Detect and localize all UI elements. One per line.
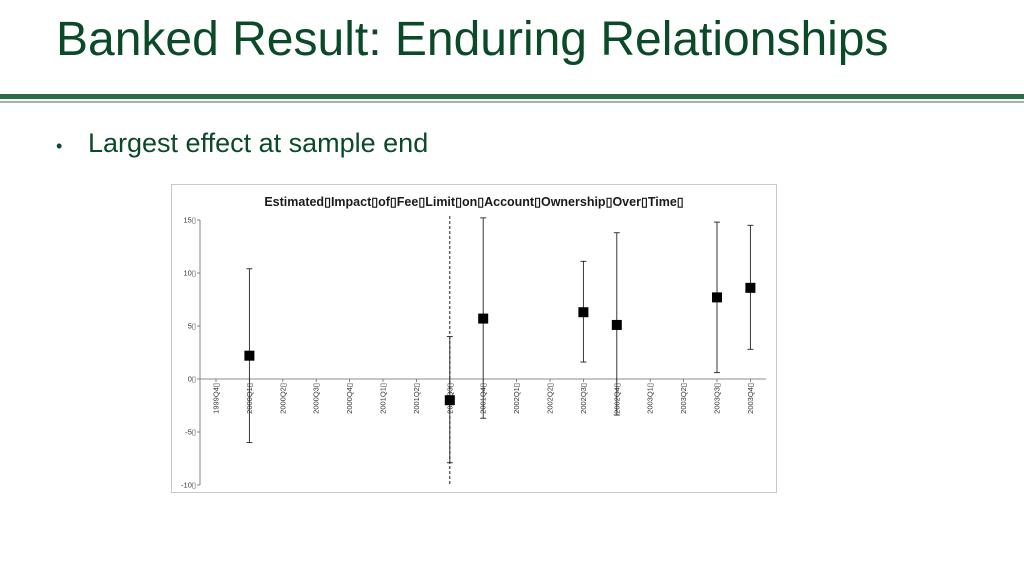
x-tick-label: 2000Q3▯ xyxy=(312,383,321,414)
data-point-marker xyxy=(611,319,622,330)
x-tick-label: 2000Q2▯ xyxy=(278,383,287,414)
slide-title: Banked Result: Enduring Relationships xyxy=(56,13,889,66)
x-tick-label: 2003Q3▯ xyxy=(713,383,722,414)
bullet-text: Largest effect at sample end xyxy=(88,128,429,158)
data-point-marker xyxy=(244,350,255,361)
x-tick-label: 2001Q2▯ xyxy=(412,383,421,414)
data-point-marker xyxy=(478,313,489,324)
bullet-item: • Largest effect at sample end xyxy=(56,128,428,159)
y-tick-label: -10▯ xyxy=(181,481,196,490)
x-tick-label: 2001Q1▯ xyxy=(379,383,388,414)
x-tick-label: 2002Q3▯ xyxy=(579,383,588,414)
data-point-marker xyxy=(745,282,756,293)
y-tick-label: 10▯ xyxy=(184,269,196,278)
x-tick-label: 2003Q2▯ xyxy=(679,383,688,414)
x-tick-label: 1999Q4▯ xyxy=(212,383,221,414)
plot-area: -10▯-5▯0▯5▯10▯15▯1999Q4▯ 2000Q1▯ 2000Q2▯ 20… xyxy=(181,216,766,490)
y-tick-label: -5▯ xyxy=(185,428,196,437)
y-tick-label: 5▯ xyxy=(188,322,196,331)
data-point-marker xyxy=(712,292,722,303)
x-tick-label: 2003Q1▯ xyxy=(646,383,655,414)
y-tick-label: 0▯ xyxy=(188,375,196,384)
title-divider-thin xyxy=(0,101,1024,103)
x-tick-label: 2003Q4▯ xyxy=(746,383,755,414)
title-divider xyxy=(0,94,1024,99)
x-tick-label: 2002Q1▯ xyxy=(512,383,521,414)
y-tick-label: 15▯ xyxy=(184,216,196,225)
chart-title: Estimated▯Impact▯of▯Fee▯Limit▯on▯Account… xyxy=(264,195,683,209)
x-tick-label: 2002Q2▯ xyxy=(546,383,555,414)
chart-panel: Estimated▯Impact▯of▯Fee▯Limit▯on▯Account… xyxy=(171,184,777,493)
data-point-marker xyxy=(444,395,455,406)
chart-svg: Estimated▯Impact▯of▯Fee▯Limit▯on▯Account… xyxy=(181,195,766,490)
x-tick-label: 2000Q4▯ xyxy=(345,383,354,414)
bullet-marker: • xyxy=(56,136,63,156)
data-point-marker xyxy=(578,307,589,318)
